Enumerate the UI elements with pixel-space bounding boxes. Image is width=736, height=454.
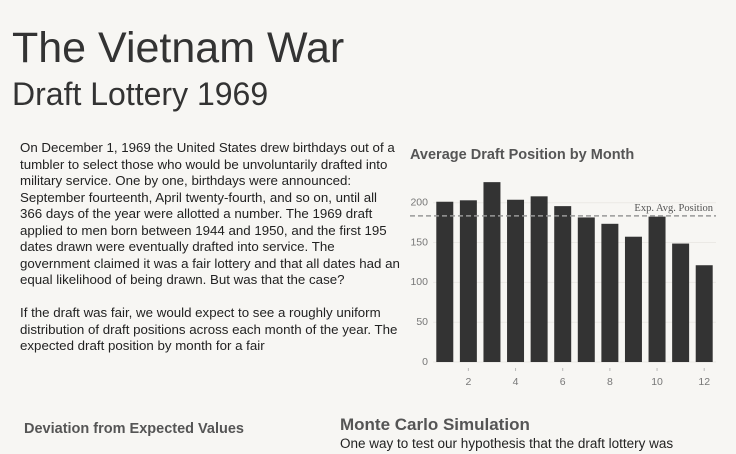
bar	[483, 182, 501, 363]
paragraph: On December 1, 1969 the United States dr…	[20, 140, 400, 287]
bar	[507, 199, 525, 363]
chart: Average Draft Position by Month 0 50 100 15…	[410, 147, 716, 388]
x-tick-label: 4	[513, 376, 519, 388]
page-title: The Vietnam War	[12, 24, 345, 72]
x-tick-label: 6	[560, 376, 566, 388]
y-tick-label: 50	[416, 316, 428, 328]
bar	[554, 206, 572, 363]
x-tick-label: 10	[651, 376, 663, 388]
reference-label: Exp. Avg. Position	[634, 203, 713, 214]
intro-text: On December 1, 1969 the United States dr…	[20, 140, 402, 390]
bar	[459, 200, 477, 363]
page-subtitle: Draft Lottery 1969	[12, 76, 269, 112]
bar	[672, 243, 690, 363]
x-tick-label: 2	[465, 376, 471, 388]
bar	[648, 216, 666, 363]
x-tick-label: 8	[607, 376, 613, 388]
section-text: One way to test our hypothesis that the …	[340, 436, 674, 451]
paragraph: If the draft was fair, we would expect t…	[20, 305, 398, 353]
bar	[436, 201, 454, 363]
chart-title: Average Draft Position by Month	[410, 147, 634, 163]
y-tick-label: 150	[410, 236, 428, 248]
y-tick-label: 0	[422, 356, 428, 368]
y-tick-label: 200	[410, 196, 428, 208]
y-tick-label: 100	[410, 276, 428, 288]
bar	[530, 196, 548, 363]
x-tick-label: 12	[698, 376, 710, 388]
bar	[577, 217, 595, 363]
bar	[695, 265, 713, 363]
section-title: Monte Carlo Simulation	[340, 415, 530, 434]
section-title: Deviation from Expected Values	[24, 421, 244, 437]
bar	[601, 223, 619, 363]
bar	[624, 236, 642, 363]
